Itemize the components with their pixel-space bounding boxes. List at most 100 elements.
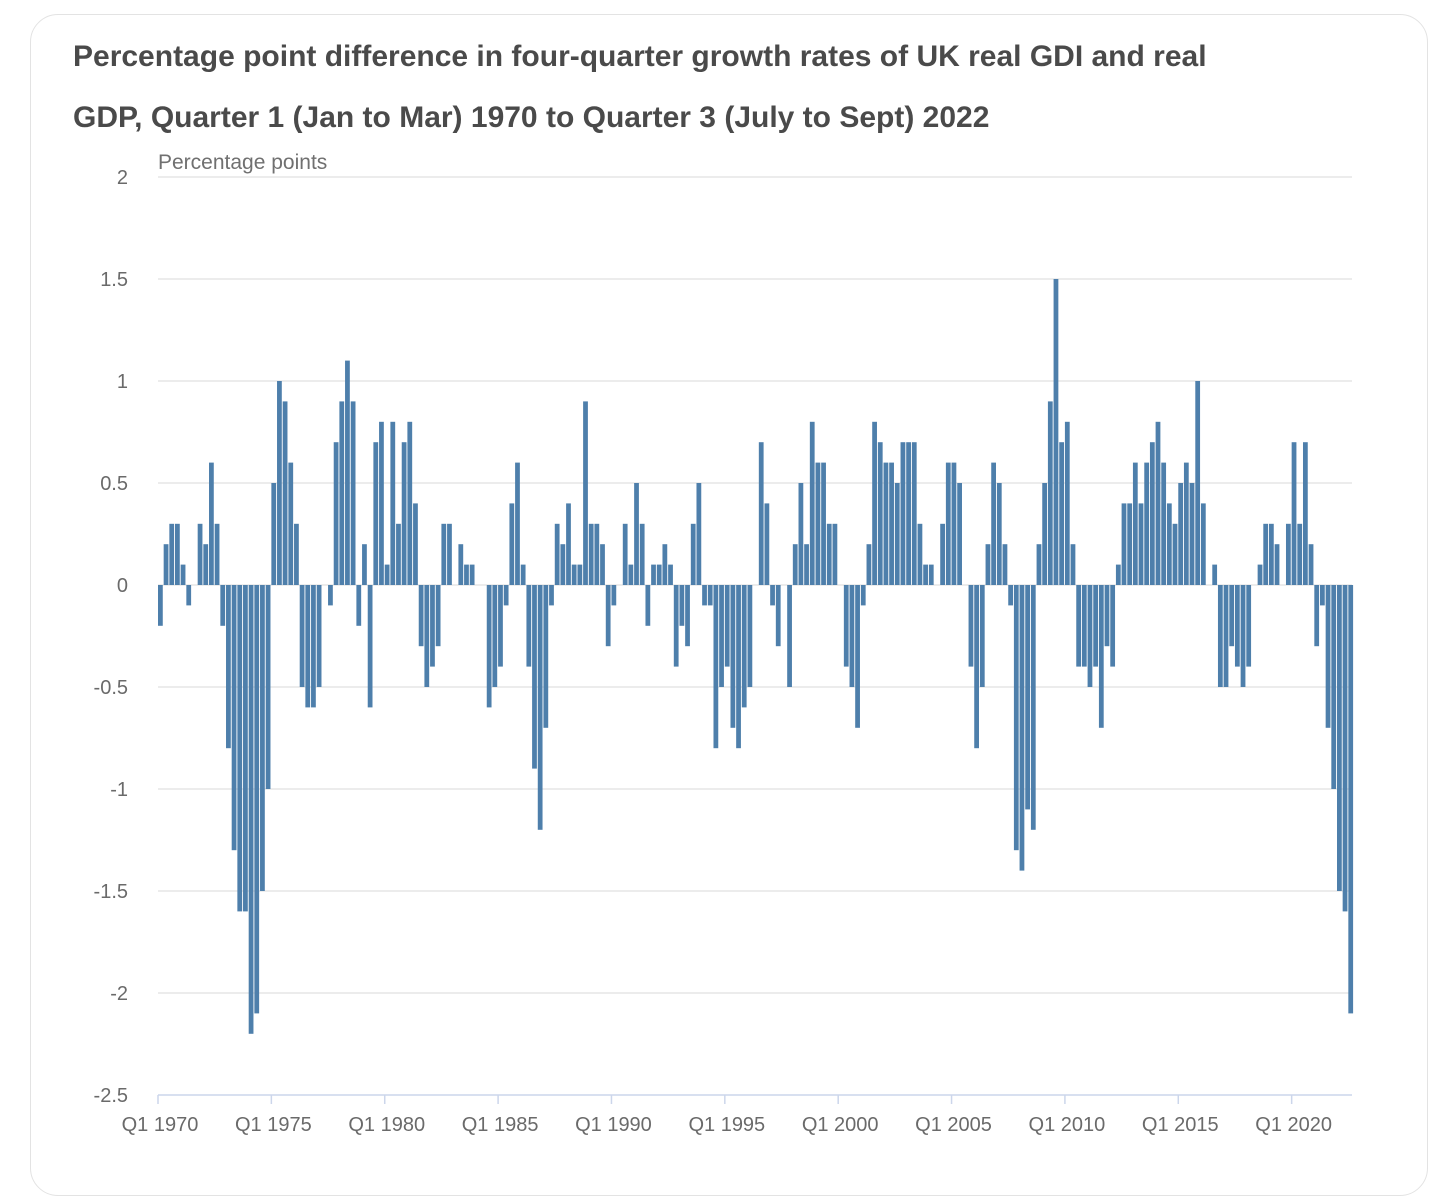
bar <box>911 442 917 585</box>
y-tick-label: -0.5 <box>94 677 128 699</box>
bar <box>1308 544 1314 585</box>
bar <box>724 585 730 667</box>
bar <box>690 523 696 585</box>
bar <box>299 585 305 687</box>
x-tick-label: Q1 1995 <box>688 1114 765 1136</box>
bar <box>594 523 600 585</box>
bar <box>1240 585 1246 687</box>
y-tick-label: -1 <box>110 779 128 801</box>
bar <box>1070 544 1076 585</box>
bar <box>1246 585 1252 667</box>
bar <box>1274 544 1280 585</box>
bar <box>770 585 775 606</box>
bar <box>906 442 911 585</box>
bar <box>855 585 860 728</box>
y-tick-label: -1.5 <box>94 881 128 903</box>
bar <box>271 483 277 585</box>
bar <box>1047 401 1053 585</box>
bar <box>1053 279 1059 585</box>
bar <box>277 381 282 585</box>
bar <box>509 503 515 585</box>
bar <box>566 503 571 585</box>
bar <box>1030 585 1036 830</box>
bar <box>719 585 724 687</box>
bar <box>764 503 770 585</box>
bar <box>396 523 401 585</box>
y-tick-label: -2 <box>110 983 128 1005</box>
bar <box>866 544 872 585</box>
bar <box>1064 421 1070 585</box>
bar <box>543 585 549 728</box>
x-axis: Q1 1970 Q1 1975 Q1 1980 Q1 1985 Q1 1990 Q1 19… <box>122 1094 1352 1136</box>
bar <box>628 564 634 585</box>
bar <box>458 544 464 585</box>
bar <box>407 421 413 585</box>
bar <box>849 585 855 687</box>
bar <box>730 585 736 728</box>
bar <box>860 585 866 606</box>
bar <box>1268 523 1274 585</box>
bar <box>384 564 390 585</box>
bar <box>1302 442 1308 585</box>
x-tick-label: Q1 2015 <box>1142 1114 1219 1136</box>
bar <box>1172 523 1178 585</box>
bar <box>583 401 588 585</box>
bar <box>957 483 962 585</box>
y-tick-label: 2 <box>117 167 128 189</box>
bar <box>1132 462 1138 585</box>
bar <box>741 585 747 708</box>
bar <box>662 544 668 585</box>
bar <box>237 585 243 912</box>
bar <box>945 462 951 585</box>
bar <box>889 462 894 585</box>
bar <box>430 585 435 667</box>
bar <box>316 585 322 687</box>
bar <box>702 585 707 606</box>
bar <box>747 585 753 687</box>
bar <box>424 585 430 687</box>
bar <box>713 585 719 749</box>
bar <box>588 523 594 585</box>
bar <box>203 544 209 585</box>
bar <box>951 462 957 585</box>
bar <box>169 523 175 585</box>
bar <box>1229 585 1235 647</box>
bar <box>985 544 991 585</box>
bar <box>1195 381 1201 585</box>
bar <box>1093 585 1099 667</box>
bar <box>1325 585 1331 728</box>
bar <box>1342 585 1348 912</box>
bar <box>1183 462 1189 585</box>
bar <box>526 585 532 667</box>
bar <box>1115 564 1121 585</box>
bar <box>792 544 798 585</box>
bar <box>923 564 928 585</box>
bar <box>991 462 996 585</box>
bar <box>560 544 566 585</box>
bar <box>1104 585 1110 647</box>
x-tick-label: Q1 1975 <box>235 1114 312 1136</box>
bar <box>668 564 673 585</box>
bar <box>486 585 492 708</box>
bar <box>220 585 226 626</box>
bar <box>345 360 350 585</box>
bar <box>1263 523 1269 585</box>
bar <box>928 564 934 585</box>
bar <box>1291 442 1297 585</box>
bar <box>401 442 407 585</box>
bar <box>265 585 271 789</box>
bar <box>367 585 373 708</box>
bar <box>679 585 685 626</box>
bar <box>1285 523 1291 585</box>
bar <box>1319 585 1325 606</box>
bar <box>294 523 299 585</box>
bar <box>775 585 781 647</box>
x-tick-label: Q1 2020 <box>1255 1114 1332 1136</box>
y-tick-label: -2.5 <box>94 1085 128 1107</box>
bar <box>1036 544 1042 585</box>
y-tick-label: 0.5 <box>100 473 128 495</box>
bar <box>282 401 288 585</box>
bar <box>968 585 974 667</box>
bar <box>492 585 498 687</box>
